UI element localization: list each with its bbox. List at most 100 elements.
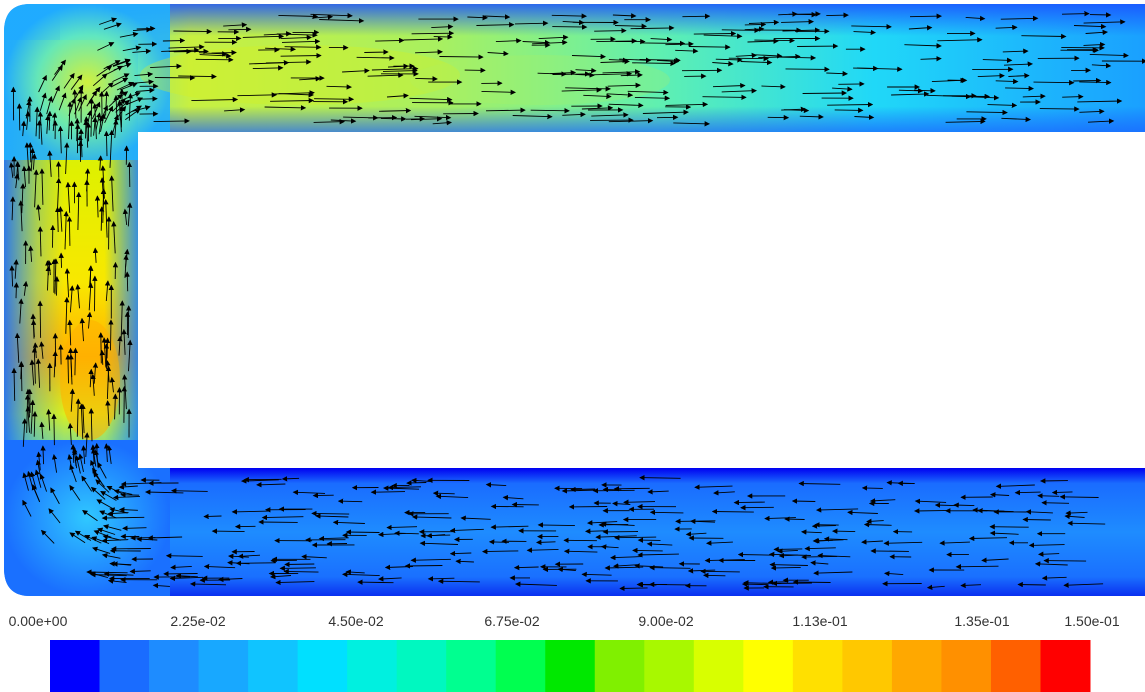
velocity-arrow [792, 579, 831, 585]
velocity-arrow [45, 265, 51, 291]
colorbar-swatch [545, 640, 596, 692]
velocity-arrow [330, 118, 357, 124]
velocity-arrow [1041, 500, 1070, 506]
velocity-arrow [103, 443, 110, 463]
velocity-arrow [121, 374, 128, 410]
velocity-arrow [223, 22, 248, 28]
velocity-arrow [115, 99, 130, 113]
velocity-arrow [278, 13, 319, 20]
velocity-arrow [32, 411, 38, 437]
velocity-arrow [455, 558, 474, 565]
velocity-arrow [125, 108, 141, 121]
velocity-arrow [378, 576, 402, 582]
velocity-arrow [768, 551, 811, 558]
velocity-arrow [607, 82, 641, 89]
velocity-arrow [1038, 551, 1060, 557]
colorbar-tick-label: 9.00e-02 [638, 613, 693, 629]
velocity-arrow [64, 268, 71, 298]
velocity-arrow [1022, 516, 1051, 523]
velocity-arrow [741, 581, 768, 587]
velocity-arrow [72, 89, 78, 119]
velocity-arrow [69, 285, 75, 313]
velocity-arrow [275, 579, 315, 586]
velocity-arrow [608, 57, 629, 63]
velocity-arrow [981, 557, 1009, 563]
velocity-arrow [598, 522, 629, 528]
velocity-arrow [460, 515, 491, 521]
colorbar-tick-label: 1.13e-01 [792, 613, 847, 629]
velocity-arrow [256, 482, 286, 488]
velocity-arrow [812, 538, 844, 544]
velocity-arrow [16, 103, 23, 131]
velocity-arrow [91, 101, 101, 120]
velocity-arrow [228, 26, 252, 33]
velocity-arrow [965, 15, 986, 22]
velocity-arrow [869, 498, 896, 504]
velocity-arrow [319, 18, 365, 24]
velocity-arrow [345, 529, 380, 535]
velocity-arrow [75, 284, 81, 309]
velocity-arrow [811, 523, 836, 529]
velocity-arrow [968, 535, 1008, 542]
velocity-arrow [74, 96, 83, 115]
velocity-arrow [89, 571, 109, 579]
velocity-arrow [770, 565, 801, 571]
velocity-arrow [153, 118, 190, 124]
velocity-arrow [561, 87, 602, 93]
velocity-arrow [78, 453, 84, 472]
velocity-arrow [265, 46, 296, 52]
velocity-arrow [337, 498, 363, 504]
velocity-arrow [75, 191, 82, 231]
velocity-arrow [380, 116, 407, 122]
velocity-arrow [682, 13, 711, 19]
velocity-arrow [801, 554, 838, 560]
velocity-arrow [563, 548, 598, 555]
colorbar-swatch [99, 640, 150, 692]
velocity-arrow [47, 110, 53, 131]
velocity-arrow [711, 508, 754, 515]
velocity-arrow [14, 161, 21, 178]
velocity-arrow [100, 188, 107, 223]
velocity-arrow [97, 155, 104, 171]
velocity-arrow [594, 27, 627, 34]
velocity-arrow [777, 548, 798, 554]
velocity-arrow [123, 91, 141, 101]
velocity-arrow [632, 547, 663, 554]
velocity-arrow [178, 73, 217, 80]
velocity-arrow [1021, 33, 1067, 40]
velocity-arrow [791, 498, 816, 504]
velocity-arrow [45, 114, 51, 134]
velocity-arrow [815, 507, 859, 513]
velocity-arrow [995, 483, 1035, 489]
velocity-arrow [270, 573, 292, 580]
velocity-arrow [107, 578, 127, 584]
velocity-arrow [945, 118, 986, 125]
velocity-arrow [39, 421, 45, 439]
velocity-arrow [404, 563, 443, 569]
velocity-arrow [77, 134, 83, 156]
velocity-arrow [712, 82, 746, 89]
velocity-arrow [744, 26, 765, 32]
velocity-arrow [101, 515, 145, 521]
velocity-arrow [1063, 582, 1104, 588]
velocity-arrow [224, 107, 246, 113]
velocity-arrow [685, 531, 707, 537]
velocity-arrow [90, 373, 96, 396]
velocity-arrow [370, 489, 406, 495]
velocity-arrow [606, 92, 634, 98]
velocity-arrow [647, 489, 669, 495]
velocity-arrow [641, 40, 686, 47]
velocity-arrow [95, 112, 102, 131]
velocity-arrow [98, 206, 105, 231]
velocity-arrow [610, 554, 642, 561]
velocity-arrow [237, 553, 261, 559]
velocity-arrow [614, 23, 647, 29]
velocity-arrow [1073, 23, 1107, 30]
velocity-arrow [119, 105, 125, 128]
velocity-arrow [866, 518, 884, 525]
velocity-arrow [487, 50, 509, 57]
velocity-arrow [596, 38, 638, 44]
velocity-arrow [914, 88, 936, 94]
velocity-arrow [126, 202, 133, 227]
velocity-arrow [419, 540, 459, 547]
